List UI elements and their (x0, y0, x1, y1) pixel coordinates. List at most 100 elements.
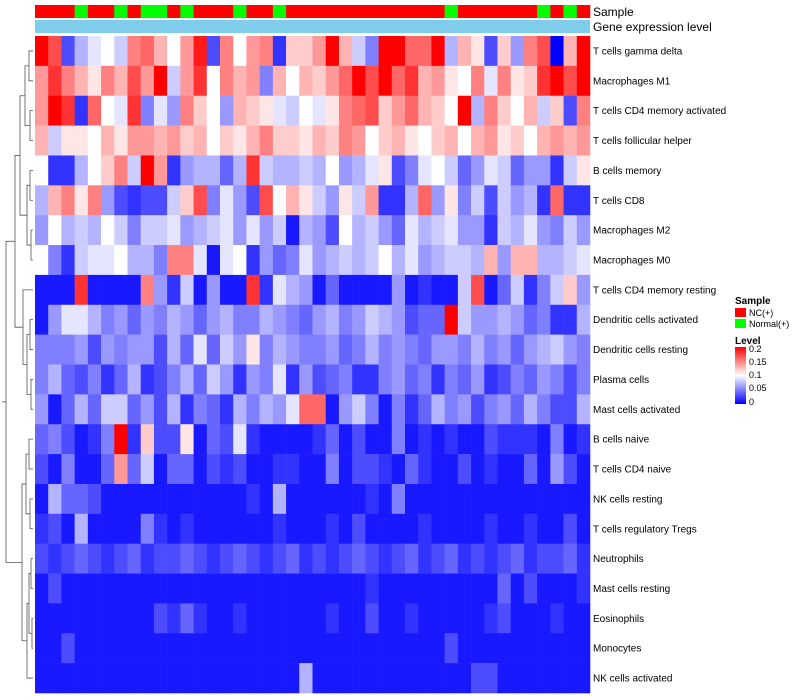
heatmap-cell (167, 663, 181, 694)
heatmap-cell (523, 364, 538, 395)
heatmap-cell (510, 155, 525, 186)
heatmap-cell (523, 65, 538, 97)
heatmap-cell (418, 65, 432, 97)
heatmap-cell (246, 483, 260, 515)
heatmap-cell (312, 573, 327, 604)
heatmap-cell (48, 483, 62, 515)
heatmap-cell (405, 155, 419, 186)
heatmap-cell (338, 245, 353, 276)
heatmap-cell (61, 65, 75, 97)
heatmap-cell (378, 245, 393, 276)
heatmap-cell (233, 424, 247, 455)
sample-anno-cell-20 (299, 5, 313, 18)
legend-normal-label: Normal(+) (749, 319, 789, 329)
heatmap-cell (48, 95, 62, 126)
heatmap-cell (576, 274, 591, 306)
heatmap-cell (48, 573, 62, 604)
heatmap-cell (391, 185, 406, 216)
heatmap-cell (180, 603, 194, 634)
heatmap-cell (246, 364, 260, 395)
heatmap-cell (167, 215, 181, 246)
heatmap-cell (61, 454, 75, 485)
heatmap-cell (35, 633, 49, 664)
sample-anno-cell-38 (537, 5, 551, 18)
sample-anno-cell-34 (484, 5, 498, 18)
legend-normal-swatch (735, 319, 746, 328)
heatmap-cell (74, 483, 89, 515)
heatmap-cell (153, 513, 168, 544)
heatmap-cell (352, 364, 366, 395)
heatmap-cell (193, 364, 208, 395)
dendrogram-branch (29, 498, 33, 530)
heatmap-cell (431, 155, 445, 186)
heatmap-cell (87, 125, 102, 156)
heatmap-cell (405, 424, 419, 455)
heatmap-cell (180, 394, 194, 425)
heatmap-cell (286, 394, 300, 425)
heatmap-cell (510, 573, 525, 604)
heatmap-cell (114, 215, 128, 246)
heatmap-cell (127, 304, 142, 335)
heatmap-cell (233, 543, 247, 574)
heatmap-cell (220, 543, 234, 574)
heatmap-cell (286, 543, 300, 574)
heatmap-cell (484, 663, 498, 694)
sample-anno-cell-22 (325, 5, 340, 18)
heatmap-cell (484, 543, 498, 574)
heatmap-cell (140, 483, 155, 515)
heatmap-cell (325, 424, 340, 455)
heatmap-cell (272, 364, 287, 395)
heatmap-cell (48, 543, 62, 574)
dendrogram-branch (14, 155, 23, 328)
heatmap-cell (180, 155, 194, 186)
heatmap-cell (378, 334, 393, 365)
heatmap-cell (233, 334, 247, 365)
heatmap-cell (127, 603, 142, 634)
heatmap-cell (497, 95, 512, 126)
heatmap-cell (246, 95, 260, 126)
heatmap-cell (405, 215, 419, 246)
heatmap-cell (523, 394, 538, 425)
heatmap-cell (378, 454, 393, 485)
row-label: T cells CD4 naive (593, 465, 672, 476)
heatmap-cell (391, 603, 406, 634)
heatmap-cell (272, 274, 287, 306)
heatmap-cell (338, 155, 353, 186)
heatmap-cell (246, 274, 260, 306)
heatmap-cell (537, 155, 551, 186)
heatmap-cell (259, 65, 274, 97)
heatmap-cell (114, 155, 128, 186)
heatmap-cell (484, 454, 498, 485)
heatmap-cell (457, 65, 472, 97)
heatmap-cell (180, 334, 194, 365)
heatmap-cell (444, 454, 459, 485)
sample-anno-cell-4 (87, 5, 102, 18)
heatmap-cell (418, 454, 432, 485)
heatmap-cell (338, 215, 353, 246)
sample-anno-cell-24 (352, 5, 366, 18)
heatmap-cell (444, 36, 459, 67)
heatmap-cell (206, 573, 221, 604)
legend-level-gradient (735, 347, 746, 404)
heatmap-cell (180, 125, 194, 156)
heatmap-cell (325, 334, 340, 365)
heatmap-cell (299, 573, 313, 604)
heatmap-cell (365, 424, 379, 455)
heatmap-cell (74, 304, 89, 335)
heatmap-cell (233, 95, 247, 126)
heatmap-cell (457, 663, 472, 694)
heatmap-cell (48, 364, 62, 395)
heatmap-cell (35, 95, 49, 126)
heatmap-cell (101, 125, 115, 156)
heatmap-cell (563, 543, 578, 574)
sample-anno-cell-9 (153, 5, 168, 18)
heatmap-cell (444, 364, 459, 395)
heatmap-cell (325, 155, 340, 186)
heatmap-cell (497, 573, 512, 604)
heatmap-cell (312, 334, 327, 365)
heatmap-cell (510, 125, 525, 156)
heatmap-cell (140, 394, 155, 425)
heatmap-cell (220, 36, 234, 67)
heatmap-cell (259, 125, 274, 156)
sample-anno-cell-29 (418, 5, 432, 18)
